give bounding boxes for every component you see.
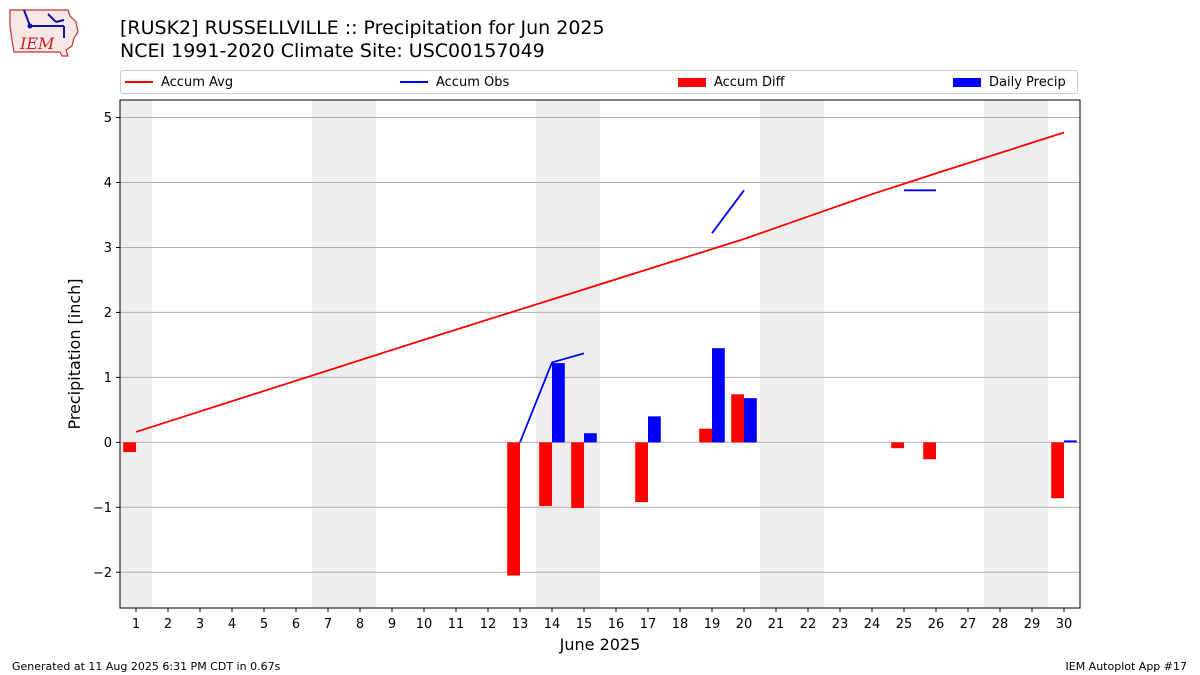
daily-precip-bar: [584, 433, 597, 443]
x-tick-label: 15: [576, 617, 593, 632]
x-tick-label: 20: [736, 617, 753, 632]
footer-generated: Generated at 11 Aug 2025 6:31 PM CDT in …: [12, 660, 281, 673]
accum-diff-bar: [635, 442, 648, 503]
x-tick-label: 3: [196, 617, 204, 632]
x-tick-label: 13: [512, 617, 529, 632]
x-tick-label: 26: [928, 617, 945, 632]
x-tick-label: 10: [416, 617, 433, 632]
x-tick-label: 11: [448, 617, 465, 632]
legend-label: Accum Diff: [714, 74, 785, 90]
x-tick-label: 27: [960, 617, 977, 632]
x-tick-label: 23: [832, 617, 849, 632]
accum-diff-bar: [539, 442, 552, 507]
legend-label: Accum Obs: [436, 74, 510, 90]
accum-diff-bar: [699, 428, 712, 443]
x-tick-label: 24: [864, 617, 881, 632]
x-tick-label: 7: [324, 617, 332, 632]
accum-obs-line: [519, 352, 585, 443]
accum-diff-bar: [1051, 442, 1064, 499]
x-tick-label: 25: [896, 617, 913, 632]
y-tick-label: −2: [93, 566, 112, 581]
legend-item-accum-diff: Accum Diff: [678, 71, 785, 93]
x-tick-label: 4: [228, 617, 236, 632]
daily-precip-bar: [712, 348, 725, 443]
y-tick-label: −1: [93, 501, 112, 516]
footer-app: IEM Autoplot App #17: [1065, 660, 1188, 673]
legend-item-accum-obs: Accum Obs: [400, 71, 509, 93]
x-tick-label: 1: [132, 617, 140, 632]
x-axis-label: June 2025: [559, 635, 641, 654]
daily-precip-bar: [744, 398, 757, 443]
x-tick-label: 18: [672, 617, 689, 632]
legend-label: Daily Precip: [989, 74, 1066, 90]
station-dot-icon: [27, 23, 33, 29]
accum-diff-bar: [891, 442, 904, 449]
weekend-band: [536, 100, 600, 608]
accum-obs-line: [711, 189, 745, 234]
weekend-band: [984, 100, 1048, 608]
y-tick-label: 3: [104, 241, 112, 256]
accum-diff-bar: [507, 442, 520, 576]
chart-title: [RUSK2] RUSSELLVILLE :: Precipitation fo…: [120, 17, 605, 39]
accum-diff-bar: [923, 442, 936, 460]
accum-diff-bar: [123, 442, 136, 453]
daily-precip-bar: [1064, 440, 1077, 443]
logo-text: IEM: [19, 34, 55, 53]
x-tick-label: 30: [1056, 617, 1073, 632]
y-tick-label: 2: [104, 306, 112, 321]
y-axis-label: Precipitation [inch]: [65, 278, 84, 429]
weather-station-icon: [23, 9, 65, 38]
accum-avg-line: [135, 131, 1065, 433]
plot-frame: [119, 99, 1081, 609]
x-tick-label: 12: [480, 617, 497, 632]
x-tick-label: 21: [768, 617, 785, 632]
y-tick-label: 1: [104, 371, 112, 386]
legend-swatch: [400, 81, 428, 83]
daily-precip-bar: [648, 416, 661, 443]
x-tick-label: 2: [164, 617, 172, 632]
legend-item-daily-precip: Daily Precip: [953, 71, 1066, 93]
legend-swatch: [678, 77, 706, 87]
weekend-band: [120, 100, 152, 608]
daily-precip-bar: [552, 363, 565, 443]
x-tick-label: 14: [544, 617, 561, 632]
y-tick-label: 0: [104, 436, 112, 451]
x-tick-label: 16: [608, 617, 625, 632]
x-tick-label: 8: [356, 617, 364, 632]
x-tick-label: 29: [1024, 617, 1041, 632]
x-tick-label: 5: [260, 617, 268, 632]
y-tick-label: 5: [104, 111, 112, 126]
y-tick-label: 4: [104, 176, 112, 191]
accum-diff-bar: [571, 442, 584, 508]
x-tick-label: 22: [800, 617, 817, 632]
x-tick-label: 28: [992, 617, 1009, 632]
chart-subtitle: NCEI 1991-2020 Climate Site: USC00157049: [120, 40, 545, 62]
x-tick-label: 9: [388, 617, 396, 632]
weekend-band: [760, 100, 824, 608]
x-tick-label: 19: [704, 617, 721, 632]
legend: Accum Avg Accum Obs Accum Diff Daily Pre…: [120, 70, 1078, 94]
legend-item-accum-avg: Accum Avg: [125, 71, 233, 93]
accum-diff-bar: [731, 394, 744, 443]
weekend-band: [312, 100, 376, 608]
legend-label: Accum Avg: [161, 74, 234, 90]
legend-swatch: [953, 77, 981, 87]
x-tick-label: 6: [292, 617, 300, 632]
x-tick-label: 17: [640, 617, 657, 632]
iem-logo: IEM: [9, 9, 79, 57]
legend-swatch: [125, 81, 153, 83]
